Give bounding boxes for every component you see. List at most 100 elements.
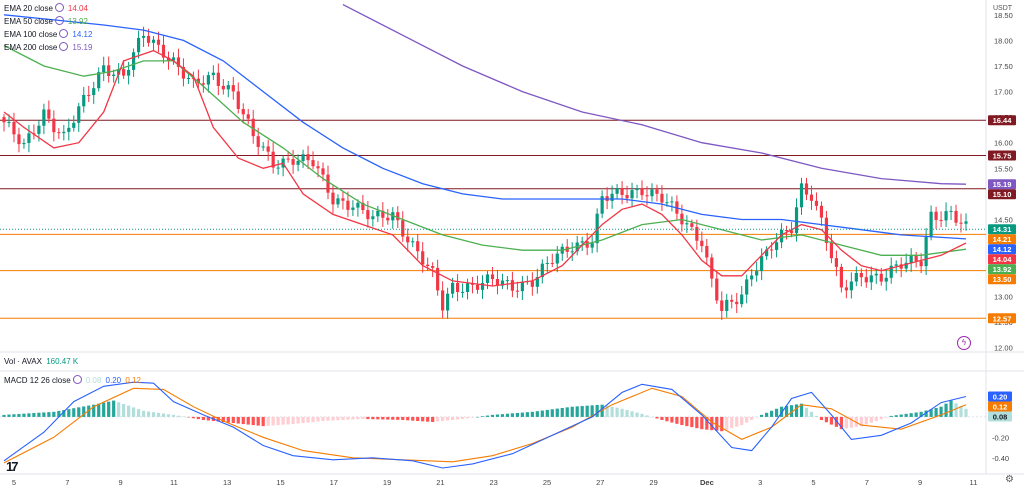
date-tick-label: 13 bbox=[223, 478, 231, 487]
candle-body bbox=[131, 52, 136, 70]
candle-body bbox=[500, 280, 505, 286]
candle-body bbox=[555, 253, 559, 264]
lightning-icon[interactable]: ϟ bbox=[957, 336, 971, 350]
candle-body bbox=[351, 207, 355, 210]
macd-bar bbox=[755, 416, 759, 418]
candle-body bbox=[336, 198, 340, 205]
candle-body bbox=[231, 85, 235, 92]
price-badge-label: 13.92 bbox=[993, 265, 1012, 274]
macd-bar bbox=[276, 416, 280, 426]
price-badge bbox=[988, 115, 1016, 126]
macd-badge-label: 0.08 bbox=[993, 413, 1008, 422]
macd-bar bbox=[745, 416, 749, 423]
candle-body bbox=[421, 251, 425, 265]
macd-bar bbox=[42, 412, 46, 417]
macd-bar bbox=[371, 416, 375, 420]
candle-body bbox=[82, 94, 86, 107]
macd-bar bbox=[117, 402, 121, 417]
macd-bar bbox=[221, 416, 225, 423]
macd-bar bbox=[904, 413, 908, 417]
candle-body bbox=[72, 122, 76, 128]
macd-bar bbox=[2, 414, 6, 417]
legend-macd-signal: 0.12 bbox=[125, 376, 141, 385]
macd-bar bbox=[261, 416, 265, 427]
legend-macd-hist: 0.08 bbox=[85, 376, 102, 385]
macd-bar bbox=[645, 415, 649, 417]
price-badge bbox=[988, 150, 1016, 161]
settings-circle-icon[interactable] bbox=[59, 42, 69, 51]
macd-bar bbox=[146, 411, 151, 417]
candle-body bbox=[22, 143, 26, 145]
price-tick-label: 13.00 bbox=[994, 292, 1013, 301]
macd-bar bbox=[356, 416, 360, 420]
macd-bar bbox=[605, 405, 609, 417]
candle-body bbox=[779, 230, 784, 243]
macd-bar bbox=[765, 412, 769, 417]
macd-bar bbox=[859, 416, 863, 427]
macd-bar bbox=[12, 414, 16, 417]
macd-bar bbox=[361, 416, 365, 419]
candle-body bbox=[485, 274, 490, 283]
candle-body bbox=[715, 278, 719, 301]
candle-body bbox=[829, 242, 834, 259]
settings-circle-icon[interactable] bbox=[72, 375, 82, 384]
candle-body bbox=[819, 205, 824, 218]
gear-icon[interactable]: ⚙ bbox=[1005, 474, 1014, 485]
candle-body bbox=[361, 202, 365, 211]
price-tick-label: 15.50 bbox=[994, 164, 1013, 173]
candle-body bbox=[286, 158, 290, 160]
macd-bar bbox=[436, 416, 440, 422]
candle-body bbox=[839, 266, 843, 288]
macd-bar bbox=[690, 416, 694, 428]
macd-bar bbox=[411, 416, 415, 421]
macd-bar bbox=[37, 412, 41, 417]
candle-body bbox=[515, 290, 519, 292]
date-tick-label: 17 bbox=[330, 478, 338, 487]
candle-body bbox=[650, 189, 654, 197]
macd-bar bbox=[595, 405, 599, 417]
macd-bar bbox=[715, 416, 719, 431]
settings-circle-icon[interactable] bbox=[59, 29, 69, 38]
macd-badge bbox=[988, 401, 1012, 412]
macd-bar bbox=[326, 416, 330, 421]
candle-body bbox=[266, 146, 270, 152]
candle-body bbox=[171, 57, 176, 61]
macd-bar bbox=[839, 416, 843, 430]
legend-ema20-name: EMA 20 close bbox=[4, 4, 53, 13]
price-tick-label: 17.50 bbox=[994, 62, 1013, 71]
candle-body bbox=[879, 273, 883, 282]
macd-bar bbox=[635, 412, 639, 417]
macd-bar bbox=[700, 416, 704, 430]
macd-bar bbox=[72, 408, 76, 417]
macd-bar bbox=[136, 409, 141, 417]
macd-bar bbox=[530, 411, 534, 417]
macd-bar bbox=[186, 416, 191, 418]
candle-body bbox=[864, 277, 868, 283]
settings-circle-icon[interactable] bbox=[54, 3, 64, 12]
candle-body bbox=[700, 240, 704, 247]
date-tick-label: 19 bbox=[383, 478, 391, 487]
macd-bar bbox=[470, 416, 475, 418]
macd-bar bbox=[241, 416, 245, 425]
date-tick-label: 5 bbox=[811, 478, 815, 487]
tradingview-logo-icon[interactable]: 17 bbox=[6, 459, 19, 474]
macd-bar bbox=[680, 416, 684, 426]
candle-body bbox=[620, 188, 624, 195]
macd-line bbox=[3, 381, 967, 469]
candle-body bbox=[196, 78, 200, 84]
legend-ema100-name: EMA 100 close bbox=[4, 30, 58, 39]
legend-volume-name: Vol · AVAX bbox=[4, 357, 42, 366]
candle-body bbox=[276, 167, 280, 169]
candle-body bbox=[774, 242, 779, 251]
candle-body bbox=[52, 118, 56, 133]
candle-body bbox=[750, 275, 754, 280]
macd-bar bbox=[575, 406, 579, 417]
candle-body bbox=[600, 196, 604, 214]
candle-body bbox=[550, 262, 554, 264]
settings-circle-icon[interactable] bbox=[54, 16, 64, 25]
candle-body bbox=[431, 266, 435, 268]
price-tick-label: 18.00 bbox=[994, 36, 1013, 45]
candle-body bbox=[924, 237, 928, 267]
macd-bar bbox=[914, 412, 918, 417]
